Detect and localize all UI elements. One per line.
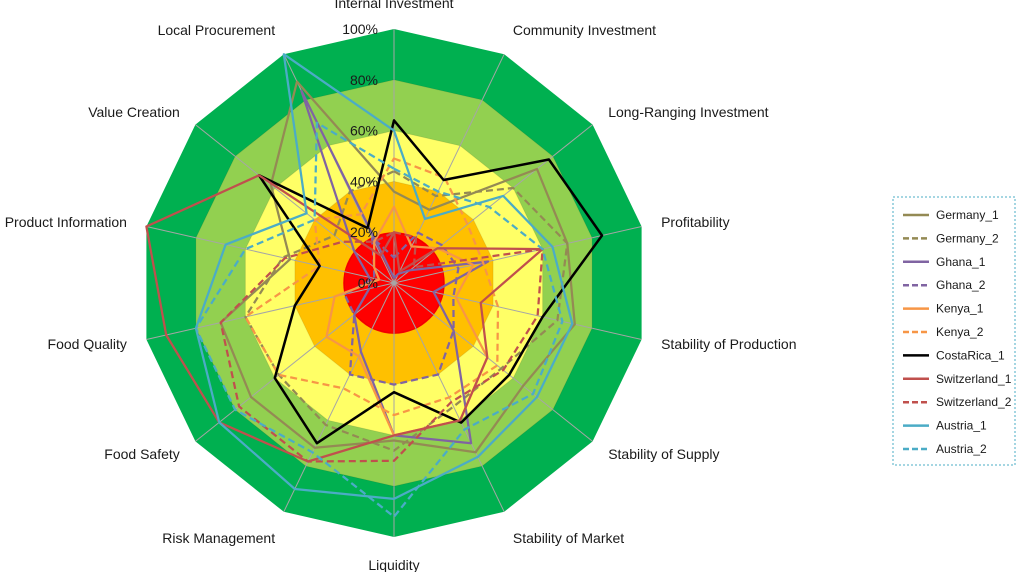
- category-label: Stability of Supply: [608, 446, 719, 462]
- legend-label: Kenya_1: [936, 302, 984, 316]
- spoke-line: [195, 124, 395, 284]
- series-switzerland-2: [219, 231, 544, 463]
- legend-label: Germany_2: [936, 231, 999, 245]
- legend-item: Ghana_1: [903, 255, 986, 269]
- legend-label: Switzerland_2: [936, 395, 1012, 409]
- category-label: Risk Management: [162, 530, 275, 546]
- category-label: Value Creation: [88, 104, 180, 120]
- category-labels: Internal Investment Community Investment L…: [5, 0, 797, 572]
- legend-item: Kenya_1: [903, 302, 984, 316]
- spoke-line: [393, 124, 593, 284]
- series-austria-1: [194, 53, 574, 501]
- category-label: Product Information: [5, 214, 127, 230]
- tick-label: 100%: [342, 21, 378, 37]
- legend-item: Austria_1: [903, 419, 987, 433]
- spoke-line: [195, 282, 395, 442]
- category-label: Food Safety: [104, 446, 180, 462]
- series-layer: [145, 53, 604, 518]
- grid-ring: [344, 231, 444, 335]
- legend-item: CostaRica_1: [903, 348, 1005, 362]
- legend-item: Switzerland_1: [903, 372, 1012, 386]
- legend-label: Germany_1: [936, 208, 999, 222]
- legend-item: Kenya_2: [903, 325, 984, 339]
- legend-item: Austria_2: [903, 442, 987, 456]
- legend-label: Austria_1: [936, 419, 987, 433]
- tick-label: 0%: [358, 275, 378, 291]
- legend-label: Switzerland_1: [936, 372, 1012, 386]
- legend-item: Germany_2: [903, 231, 999, 245]
- spoke-line: [393, 282, 593, 442]
- legend-item: Ghana_2: [903, 278, 986, 292]
- legend-item: Germany_1: [903, 208, 999, 222]
- spoke-line: [283, 282, 395, 513]
- legend-label: Ghana_2: [936, 278, 986, 292]
- category-label: Long-Ranging Investment: [608, 104, 768, 120]
- tick-label: 20%: [350, 224, 378, 240]
- spoke-line: [393, 53, 505, 284]
- category-label: Liquidity: [368, 557, 419, 572]
- legend-label: Austria_2: [936, 442, 987, 456]
- legend-label: CostaRica_1: [936, 348, 1005, 362]
- category-label: Internal Investment: [334, 0, 453, 11]
- tick-label: 40%: [350, 173, 378, 189]
- radial-tick-labels: 0% 20% 40% 60% 80% 100%: [342, 21, 378, 291]
- legend-label: Ghana_1: [936, 255, 986, 269]
- category-label: Community Investment: [513, 22, 656, 38]
- spoke-line: [146, 282, 395, 340]
- legend-label: Kenya_2: [936, 325, 984, 339]
- category-label: Food Quality: [48, 336, 127, 352]
- legend-item: Switzerland_2: [903, 395, 1012, 409]
- tick-label: 60%: [350, 123, 378, 139]
- spoke-line: [146, 226, 395, 284]
- series-switzerland-1: [145, 174, 544, 463]
- series-germany-1: [219, 80, 576, 454]
- series-austria-2: [194, 121, 564, 518]
- category-label: Stability of Production: [661, 336, 796, 352]
- series-kenya-2: [244, 157, 500, 417]
- spoke-line: [393, 282, 642, 340]
- category-label: Profitability: [661, 214, 729, 230]
- category-label: Local Procurement: [158, 22, 276, 38]
- legend: Germany_1 Germany_2 Ghana_1 Ghana_2 Kenya_1 K…: [892, 196, 1016, 466]
- category-label: Stability of Market: [513, 530, 624, 546]
- tick-label: 80%: [350, 72, 378, 88]
- series-costarica-1: [257, 119, 604, 445]
